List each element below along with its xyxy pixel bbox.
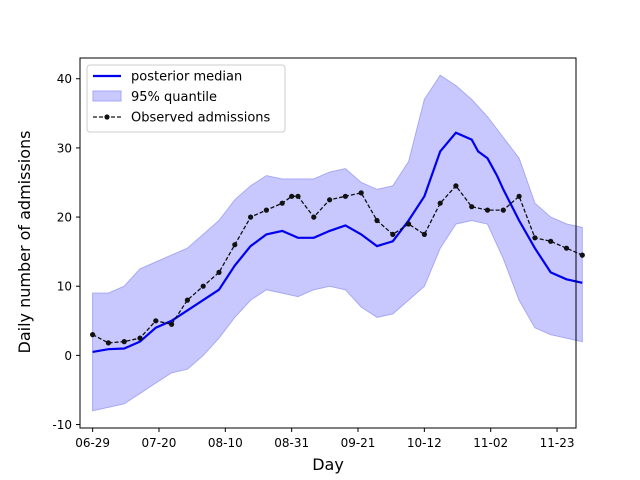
y-tick-label: -10 — [52, 418, 72, 432]
legend-band-label: 95% quantile — [131, 90, 217, 105]
observed-point — [327, 197, 333, 203]
legend-median-label: posterior median — [131, 70, 242, 85]
observed-point — [289, 193, 295, 199]
x-tick-label: 08-10 — [208, 436, 243, 450]
y-tick-label: 20 — [57, 211, 72, 225]
x-tick-label: 06-29 — [75, 436, 110, 450]
observed-point — [421, 231, 427, 237]
x-tick-label: 08-31 — [274, 436, 309, 450]
quantile-band — [92, 74, 583, 412]
observed-point — [169, 321, 175, 327]
observed-point — [200, 283, 206, 289]
plot-area — [90, 74, 585, 412]
x-tick-label: 07-20 — [142, 436, 177, 450]
observed-point — [184, 297, 190, 303]
y-tick-label: 40 — [57, 72, 72, 86]
observed-point — [406, 221, 412, 227]
observed-point — [216, 269, 222, 275]
observed-point — [248, 214, 254, 220]
observed-point — [453, 183, 459, 189]
observed-point — [516, 193, 522, 199]
plot-frame — [79, 57, 577, 429]
legend-observed-marker — [104, 114, 110, 120]
observed-point — [358, 190, 364, 196]
observed-point — [342, 193, 348, 199]
observed-point — [500, 207, 506, 213]
legend-observed-label: Observed admissions — [131, 111, 271, 126]
observed-point — [137, 335, 143, 341]
y-axis-label: Daily number of admissions — [15, 131, 34, 354]
observed-point — [563, 245, 570, 251]
x-tick-label: 11-23 — [540, 436, 575, 450]
observed-point — [548, 238, 554, 244]
observed-point — [579, 252, 585, 258]
observed-point — [532, 235, 538, 241]
observed-point — [121, 339, 127, 345]
observed-point — [484, 207, 491, 213]
observed-point — [279, 200, 285, 206]
observed-point — [263, 207, 269, 213]
axes: -10 0 10 20 30 40 06-29 07-20 08-10 08-31 09-21 10-… — [52, 57, 577, 450]
x-axis-label: Day — [312, 455, 344, 474]
observed-point — [469, 204, 475, 210]
observed-point — [437, 200, 443, 206]
legend: posterior median 95% quantile Observed adm… — [86, 64, 286, 133]
x-tick-label: 11-02 — [473, 436, 508, 450]
observed-point — [295, 193, 301, 199]
observed-point — [374, 217, 380, 224]
observed-point — [232, 242, 238, 248]
median-line — [92, 131, 583, 353]
observed-point — [105, 340, 111, 346]
observed-point — [153, 318, 159, 324]
observed-point — [90, 332, 96, 338]
legend-box — [86, 64, 286, 133]
y-tick-label: 10 — [57, 280, 72, 294]
legend-band-swatch — [92, 90, 122, 102]
observed-point — [390, 231, 396, 237]
x-tick-label: 10-12 — [407, 436, 442, 450]
x-tick-label: 09-21 — [341, 436, 376, 450]
observed-point — [311, 214, 317, 220]
y-tick-label: 30 — [57, 141, 72, 155]
y-tick-label: 0 — [64, 349, 72, 363]
